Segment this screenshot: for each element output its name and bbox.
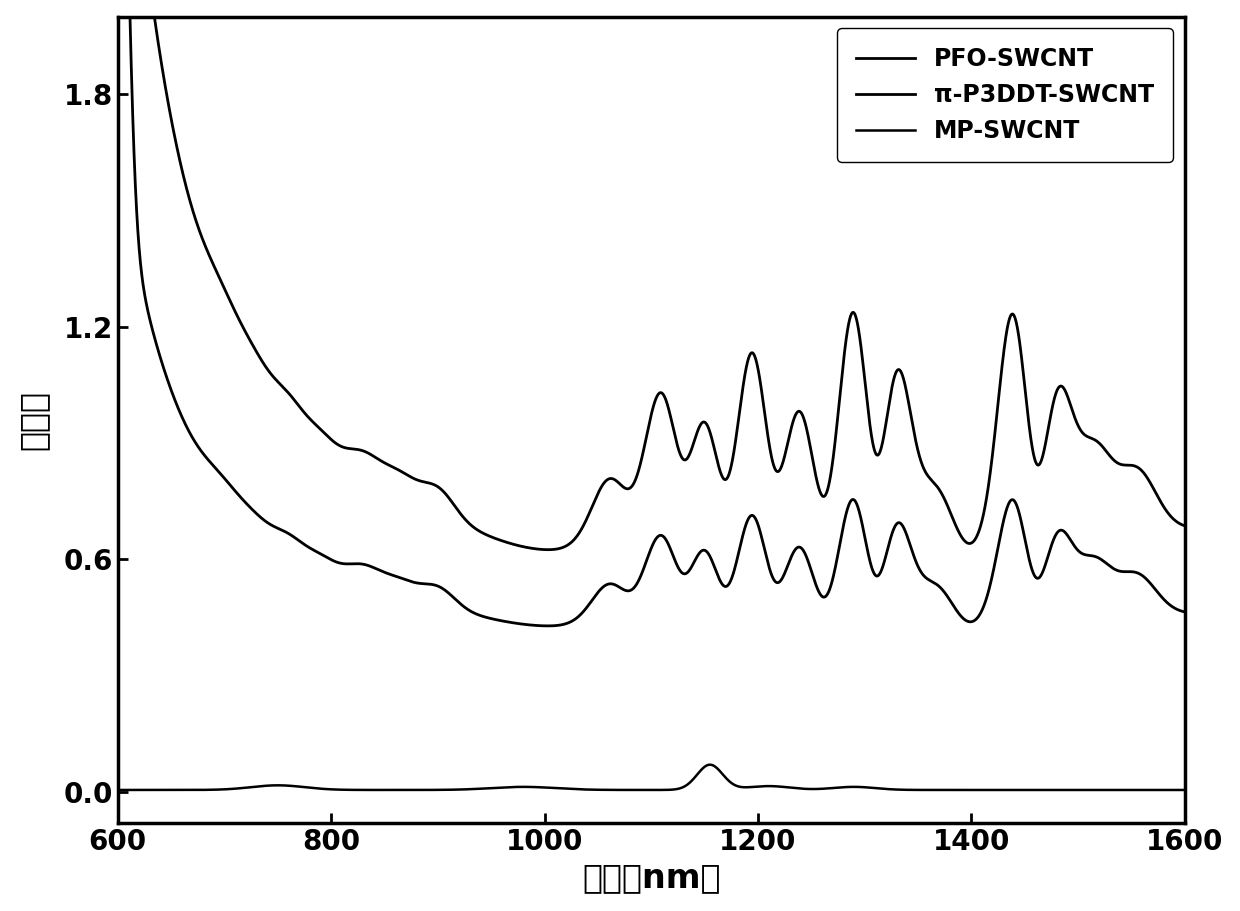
MP-SWCNT bbox=[110, 784, 125, 795]
Line: PFO-SWCNT: PFO-SWCNT bbox=[118, 0, 1184, 549]
π-P3DDT-SWCNT bbox=[518, 619, 533, 630]
MP-SWCNT bbox=[304, 783, 319, 793]
MP-SWCNT bbox=[805, 783, 820, 794]
PFO-SWCNT bbox=[988, 425, 1003, 436]
π-P3DDT-SWCNT bbox=[805, 567, 820, 578]
MP-SWCNT bbox=[703, 759, 718, 770]
π-P3DDT-SWCNT bbox=[1177, 607, 1192, 618]
X-axis label: 波长（nm）: 波长（nm） bbox=[582, 861, 720, 895]
PFO-SWCNT bbox=[906, 427, 921, 438]
MP-SWCNT bbox=[988, 784, 1003, 795]
PFO-SWCNT bbox=[750, 363, 765, 374]
MP-SWCNT bbox=[1177, 784, 1192, 795]
PFO-SWCNT bbox=[541, 544, 556, 555]
π-P3DDT-SWCNT bbox=[988, 557, 1003, 568]
π-P3DDT-SWCNT bbox=[304, 544, 319, 555]
π-P3DDT-SWCNT bbox=[541, 620, 556, 631]
Y-axis label: 吸光度: 吸光度 bbox=[16, 390, 50, 450]
Line: π-P3DDT-SWCNT: π-P3DDT-SWCNT bbox=[118, 0, 1184, 626]
PFO-SWCNT bbox=[518, 542, 533, 553]
Line: MP-SWCNT: MP-SWCNT bbox=[118, 764, 1184, 790]
MP-SWCNT bbox=[750, 781, 765, 792]
PFO-SWCNT bbox=[1177, 520, 1192, 531]
PFO-SWCNT bbox=[304, 415, 319, 426]
MP-SWCNT bbox=[518, 782, 533, 793]
π-P3DDT-SWCNT bbox=[750, 518, 765, 529]
MP-SWCNT bbox=[1032, 784, 1047, 795]
MP-SWCNT bbox=[906, 784, 921, 795]
Legend: PFO-SWCNT, π-P3DDT-SWCNT, MP-SWCNT: PFO-SWCNT, π-P3DDT-SWCNT, MP-SWCNT bbox=[837, 28, 1173, 162]
π-P3DDT-SWCNT bbox=[906, 551, 921, 562]
PFO-SWCNT bbox=[805, 450, 820, 461]
